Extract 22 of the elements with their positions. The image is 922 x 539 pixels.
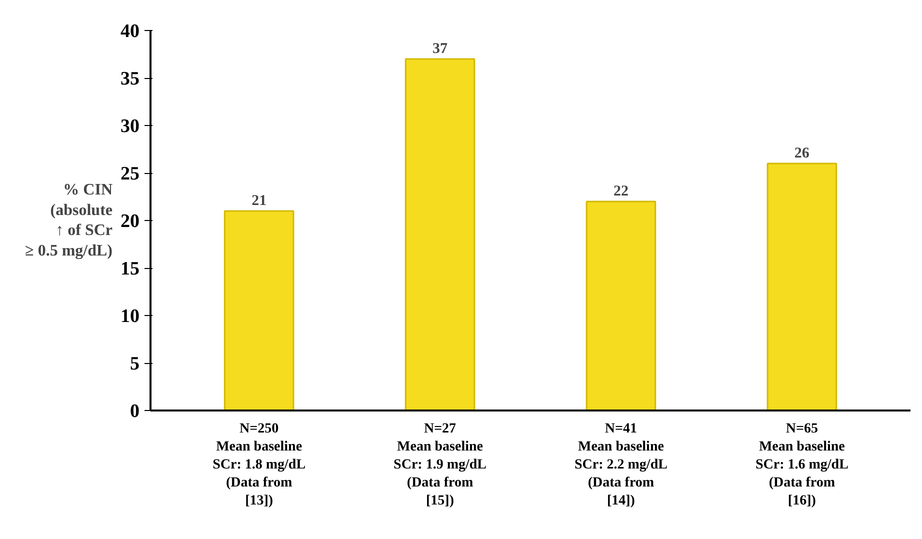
data-label: 22 (613, 184, 628, 200)
x-tick-label: N=27 Mean baseline SCr: 1.9 mg/dL (Data from [15]) (394, 422, 487, 508)
y-tick-label: 35 (120, 68, 140, 90)
data-label: 37 (432, 41, 448, 57)
y-tick-label: 20 (120, 211, 140, 232)
y-axis-title: % CIN (absolute ↑ of SCr ≥ 0.5 mg/dL) (25, 181, 113, 260)
bar (586, 200, 656, 410)
y-tick-label: 40 (120, 21, 140, 42)
y-tick-label: 10 (120, 306, 140, 327)
y-tick-label: 30 (120, 116, 140, 137)
data-label: 21 (252, 193, 267, 209)
y-tick-label: 5 (130, 354, 140, 374)
y-tick-label: 25 (120, 164, 140, 184)
bar (766, 162, 838, 410)
x-tick-label: N=65 Mean baseline SCr: 1.6 mg/dL (Data from [16]) (755, 422, 848, 508)
y-tick-label: 15 (120, 258, 140, 280)
x-tick-label: N=250 Mean baseline SCr: 1.8 mg/dL (Data from [13]) (212, 422, 306, 508)
bar (224, 210, 294, 410)
x-tick-label: N=41 Mean baseline SCr: 2.2 mg/dL (Data from [14]) (574, 422, 668, 508)
data-label: 26 (794, 146, 810, 162)
bar (404, 58, 476, 410)
y-tick-label: 0 (130, 401, 140, 422)
